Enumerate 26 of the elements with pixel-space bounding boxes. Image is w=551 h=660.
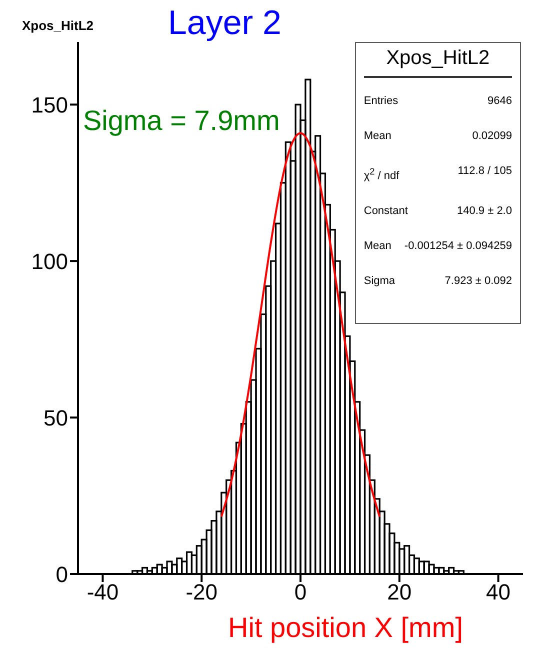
y-tick-label: 50: [44, 405, 68, 430]
chart-title: Xpos_HitL2: [22, 18, 94, 33]
x-tick-label: -20: [186, 580, 218, 605]
annotation: 140.9 ± 2.0: [457, 204, 512, 217]
y-tick-label: 100: [31, 248, 68, 274]
annotation: -0.001254 ± 0.094259: [404, 240, 512, 252]
annotation: Mean: [364, 240, 392, 252]
annotation: 112.8 / 105: [458, 165, 512, 177]
annotation: 7.923 ± 0.092: [444, 274, 512, 287]
annotation: Constant: [364, 204, 408, 217]
annotation: Mean: [364, 130, 392, 142]
x-tick-label: -40: [86, 580, 119, 605]
annotation: 9646: [488, 95, 512, 107]
x-tick-label: 40: [486, 580, 511, 605]
x-tick-label: 0: [294, 580, 307, 605]
y-tick-label: 0: [56, 562, 68, 587]
annotation: Sigma: [364, 274, 396, 287]
annotation: Sigma = 7.9mm: [82, 104, 280, 136]
annotation: 0.02099: [472, 130, 512, 142]
y-tick-label: 150: [31, 92, 68, 118]
annotation: Xpos_HitL2: [386, 47, 490, 69]
annotation: χ$^{2}$ / ndf: [364, 166, 400, 182]
chart-subtitle: Layer 2: [168, 4, 282, 42]
x-axis-title: Hit position X [mm]: [228, 612, 463, 643]
x-tick-label: 20: [387, 580, 412, 605]
annotation: Entries: [364, 95, 398, 107]
